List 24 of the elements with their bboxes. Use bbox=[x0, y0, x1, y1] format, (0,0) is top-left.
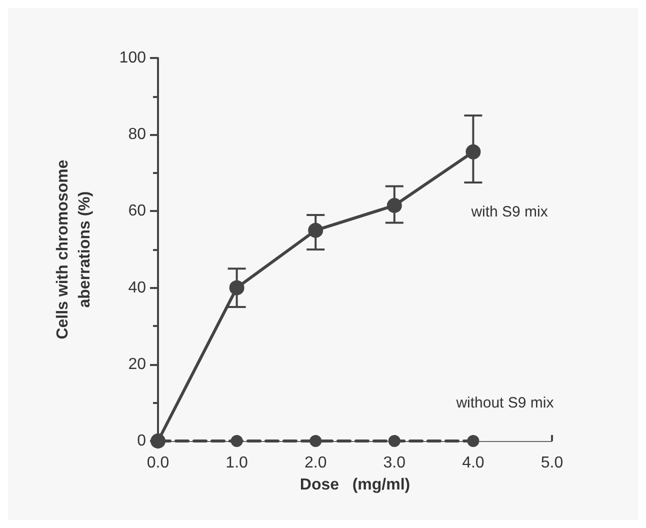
point bbox=[467, 435, 480, 447]
point bbox=[230, 435, 243, 447]
y-tick-label: 100 bbox=[119, 50, 146, 66]
x-tick-label: 1.0 bbox=[226, 454, 248, 472]
x-tick-label: 5.0 bbox=[540, 454, 564, 472]
y-tick-label: 60 bbox=[128, 202, 146, 220]
y-tick-label: 80 bbox=[128, 126, 146, 144]
series-label: without S9 mix bbox=[455, 394, 554, 412]
point bbox=[229, 280, 244, 296]
x-axis-title: Dose (mg/ml) bbox=[300, 476, 410, 494]
point bbox=[310, 435, 322, 447]
point bbox=[386, 198, 402, 213]
text: with S9 mix bbox=[470, 203, 548, 220]
x-tick-label: 3.0 bbox=[383, 454, 406, 472]
x-tick-label: 0.0 bbox=[146, 454, 170, 472]
point bbox=[308, 222, 324, 238]
y-tick-label: 20 bbox=[128, 356, 146, 373]
point bbox=[388, 435, 400, 447]
x-tick-label: 4.0 bbox=[462, 454, 484, 472]
x-tick-label: 2.0 bbox=[304, 454, 327, 472]
y-tick-label: 40 bbox=[128, 279, 146, 296]
y-axis-title: Cells with chromosome aberrations (%) bbox=[54, 160, 94, 340]
point bbox=[466, 144, 481, 160]
y-tick-label: 0 bbox=[137, 432, 146, 450]
